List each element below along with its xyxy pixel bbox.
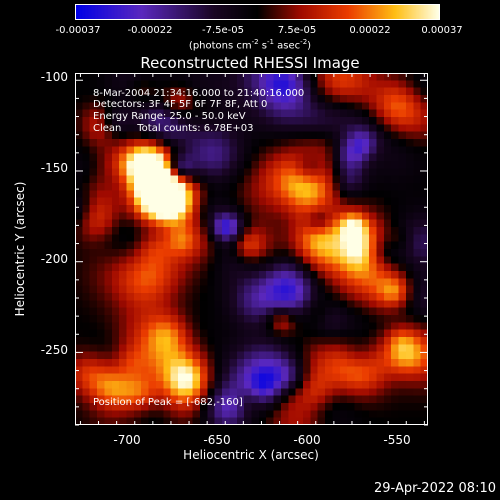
plot-title: Reconstructed RHESSI Image (140, 54, 360, 72)
date-stamp: 29-Apr-2022 08:10 (374, 481, 496, 496)
colorbar-tick: -0.00037 (55, 25, 101, 36)
y-tick-label: -100 (40, 70, 68, 84)
colorbar-tick: -0.00022 (127, 25, 173, 36)
x-tick-label: -600 (293, 433, 321, 447)
colorbar-tick: 0.00022 (349, 25, 391, 36)
colorbar-tick: 0.00037 (421, 25, 463, 36)
rhessi-image (75, 73, 428, 425)
info-time-range: 8-Mar-2004 21:34:16.000 to 21:40:16.000 (93, 88, 305, 99)
colorbar-tick: 7.5e-05 (277, 25, 317, 36)
y-tick-label: -150 (40, 161, 68, 175)
info-energy-range: Energy Range: 25.0 - 50.0 keV (93, 111, 246, 122)
x-axis-label: Heliocentric X (arcsec) (183, 448, 319, 462)
x-tick-label: -700 (113, 433, 141, 447)
plot-area: 8-Mar-2004 21:34:16.000 to 21:40:16.000 … (75, 73, 428, 426)
y-tick-label: -200 (40, 252, 68, 266)
info-detectors: Detectors: 3F 4F 5F 6F 7F 8F, Att 0 (93, 99, 268, 110)
y-axis-label: Heliocentric Y (arcsec) (13, 181, 27, 317)
info-algorithm: Clean Total counts: 6.78E+03 (93, 123, 254, 134)
colorbar-units: (photons cm-2 s-1 asec-2) (188, 38, 312, 52)
y-tick-label: -250 (40, 343, 68, 357)
plot-frame (75, 73, 428, 425)
colorbar-gradient (76, 5, 439, 19)
colorbar (75, 4, 440, 20)
colorbar-tick: -7.5e-05 (202, 25, 244, 36)
x-tick-label: -550 (383, 433, 411, 447)
info-peak-position: Position of Peak = [-682,-160] (93, 397, 243, 408)
x-tick-label: -650 (203, 433, 231, 447)
